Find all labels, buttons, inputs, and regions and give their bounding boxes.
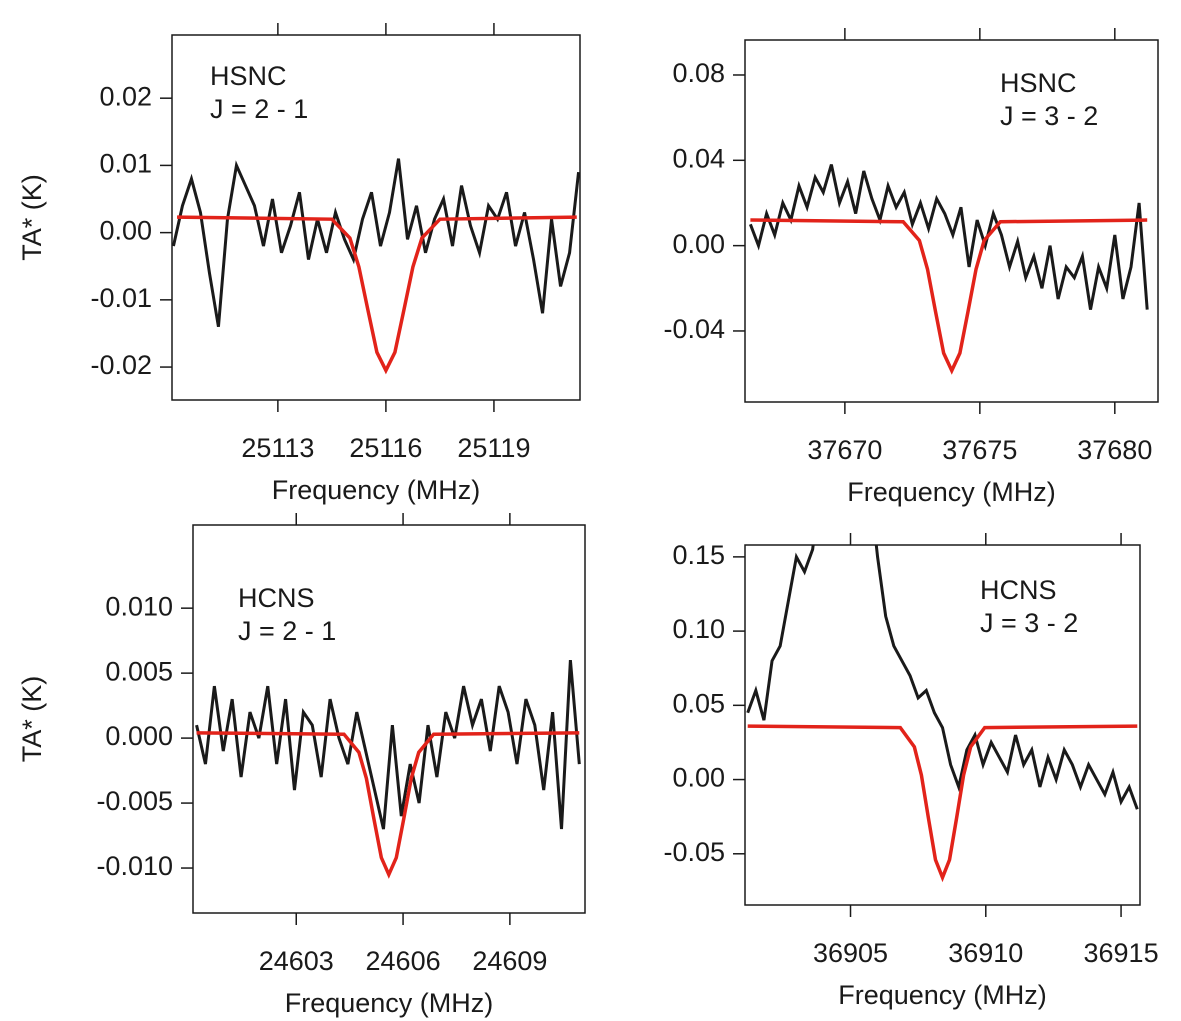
- annotation: HSNC: [210, 61, 287, 91]
- x-tick-label: 25116: [349, 433, 422, 463]
- y-tick-label: 0.005: [105, 656, 173, 686]
- y-tick-label: 0.00: [672, 229, 725, 259]
- panel: 0.02 0.01 0.00 -0.01 -0.02 25113 25116 25119 Fre…: [17, 23, 581, 505]
- spectrum-line: [747, 724, 1138, 883]
- spectrum-line: [177, 215, 577, 375]
- y-tick-label: -0.05: [663, 837, 725, 867]
- y-tick-label: 0.15: [672, 540, 725, 570]
- annotation: J = 3 - 2: [1000, 101, 1098, 131]
- x-tick-label: 24609: [472, 946, 547, 976]
- plot-frame: [192, 524, 586, 914]
- plot-frame: [744, 544, 1141, 906]
- spectrum-line: [750, 218, 1148, 375]
- spectrum-line: [748, 164, 1149, 310]
- x-tick-label: 24606: [366, 946, 441, 976]
- y-tick-label: -0.005: [96, 786, 173, 816]
- x-axis-label: Frequency (MHz): [847, 477, 1056, 507]
- x-axis-label: Frequency (MHz): [285, 988, 494, 1018]
- y-tick-label: 0.010: [105, 591, 173, 621]
- annotation: HCNS: [980, 575, 1057, 605]
- x-tick-label: 37680: [1077, 435, 1152, 465]
- annotation: J = 3 - 2: [980, 608, 1078, 638]
- y-tick-label: -0.01: [90, 283, 152, 313]
- annotation: HCNS: [238, 583, 315, 613]
- spectrum-line: [172, 158, 580, 327]
- y-tick-label: 0.00: [99, 216, 152, 246]
- panel: 0.15 0.10 0.05 0.00 -0.05 36905 36910 36915 Freq…: [663, 533, 1159, 1010]
- x-axis-label: Frequency (MHz): [838, 980, 1047, 1010]
- x-tick-label: 37670: [807, 435, 882, 465]
- y-tick-label: 0.00: [672, 763, 725, 793]
- x-tick-label: 25119: [457, 433, 530, 463]
- y-tick-label: -0.04: [663, 314, 725, 344]
- plot-frame: [171, 34, 581, 401]
- y-axis-label: TA* (K): [17, 676, 47, 763]
- y-tick-label: 0.10: [672, 614, 725, 644]
- x-tick-label: 36905: [813, 938, 888, 968]
- annotation: J = 2 - 1: [210, 94, 308, 124]
- x-tick-label: 36915: [1084, 938, 1159, 968]
- y-tick-label: -0.02: [90, 350, 152, 380]
- y-tick-label: 0.08: [672, 58, 725, 88]
- annotation: J = 2 - 1: [238, 616, 336, 646]
- x-tick-label: 37675: [942, 435, 1017, 465]
- spectrum-line: [196, 731, 580, 879]
- y-tick-label: 0.01: [99, 149, 152, 179]
- y-axis-label: TA* (K): [17, 174, 47, 261]
- spectrum-line: [195, 660, 581, 830]
- panel: 0.010 0.005 0.000 -0.005 -0.010 24603 24606 246…: [17, 513, 586, 1018]
- x-axis-label: Frequency (MHz): [272, 475, 481, 505]
- plot-frame: [744, 39, 1159, 403]
- panel: 0.08 0.04 0.00 -0.04 37670 37675 37680 Frequenc…: [663, 28, 1159, 507]
- y-tick-label: -0.010: [96, 851, 173, 881]
- y-tick-label: 0.02: [99, 81, 152, 111]
- y-tick-label: 0.05: [672, 688, 725, 718]
- y-tick-label: 0.000: [105, 721, 173, 751]
- x-tick-label: 24603: [259, 946, 334, 976]
- spectrum-line: [746, 545, 1139, 810]
- annotation: HSNC: [1000, 68, 1077, 98]
- x-tick-label: 25113: [241, 433, 314, 463]
- y-tick-label: 0.04: [672, 143, 725, 173]
- x-tick-label: 36910: [948, 938, 1023, 968]
